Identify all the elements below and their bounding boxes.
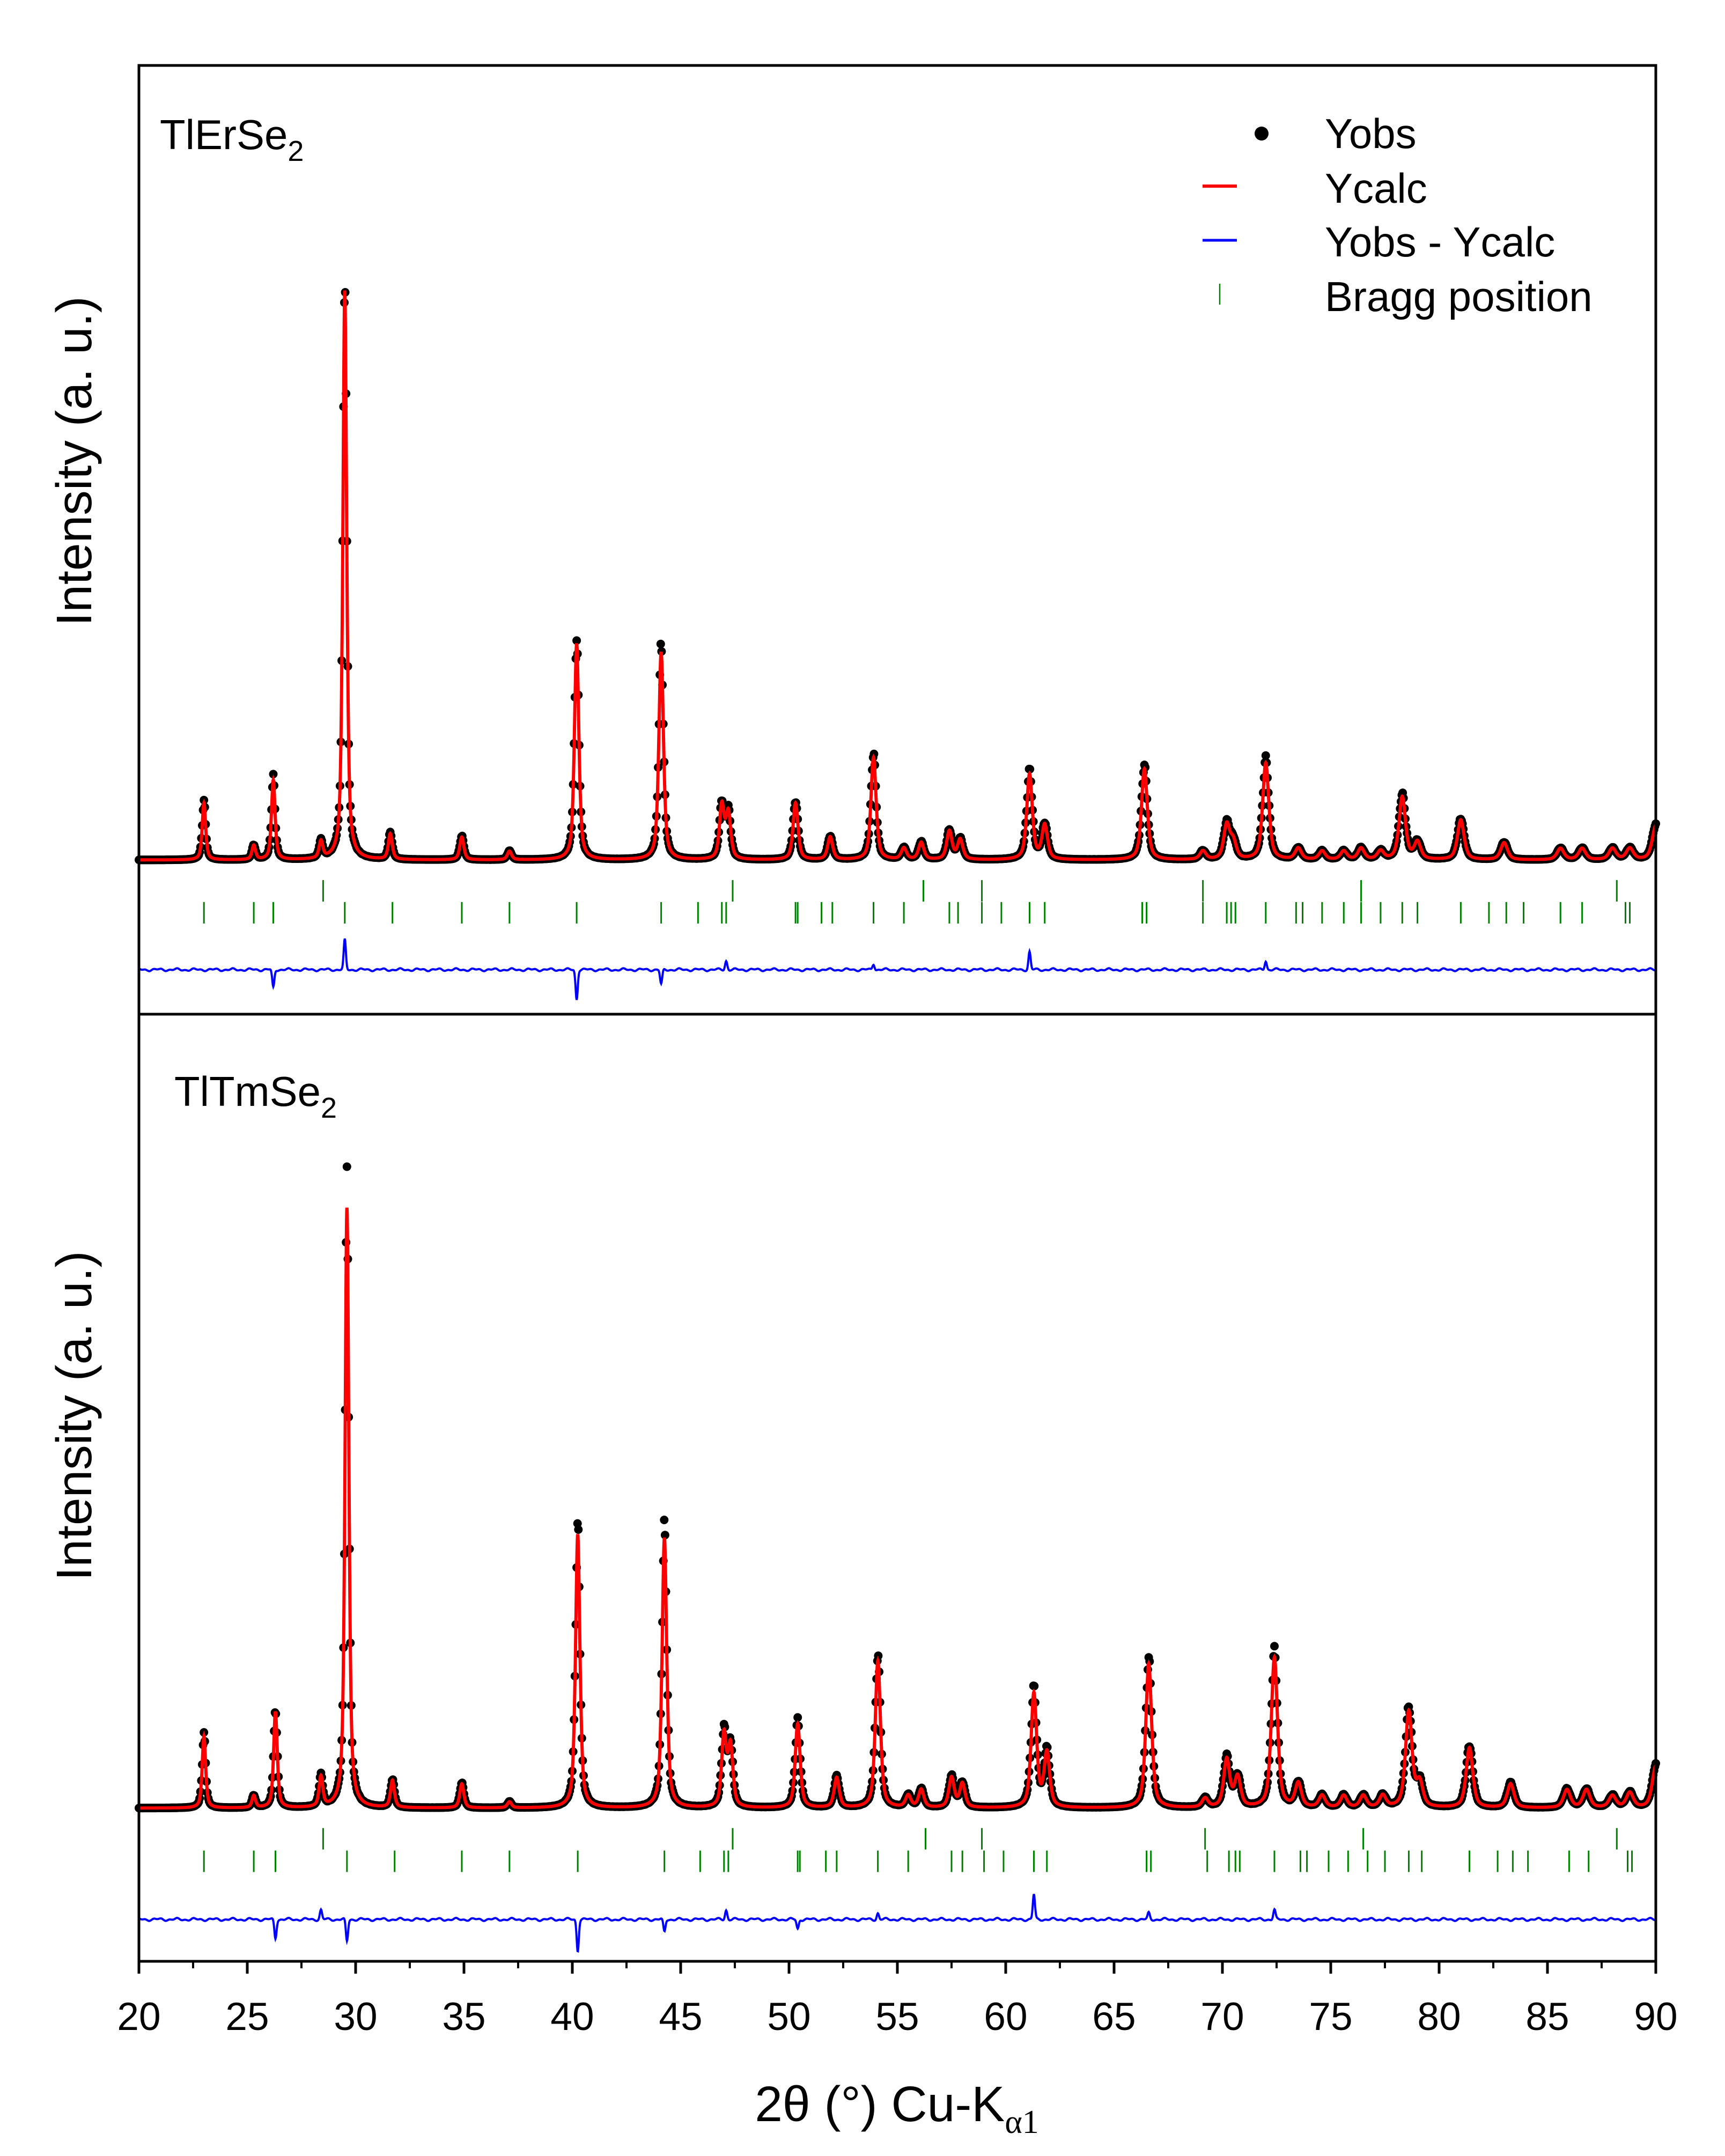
panel-tlerse2 <box>135 288 1660 1000</box>
yobs-point <box>660 1516 669 1524</box>
x-tick-label: 80 <box>1417 1995 1461 2039</box>
yobs-point <box>656 639 665 648</box>
x-tick-label: 85 <box>1525 1995 1569 2039</box>
legend-yobs-marker <box>1255 127 1269 141</box>
x-tick-label: 90 <box>1634 1995 1677 2039</box>
yobs-point <box>1026 765 1035 774</box>
y-axis-label-bottom: Intensity (a. u.) <box>46 1251 102 1581</box>
legend-bragg-label: Bragg position <box>1325 273 1593 320</box>
x-tick-label: 55 <box>875 1995 919 2039</box>
x-tick-label: 30 <box>334 1995 377 2039</box>
x-tick-label: 70 <box>1200 1995 1244 2039</box>
yobs-point <box>269 770 278 779</box>
x-tick-label: 40 <box>550 1995 594 2039</box>
x-tick-label: 35 <box>442 1995 485 2039</box>
legend-yobs-label: Yobs <box>1325 110 1417 157</box>
x-tick-label: 65 <box>1092 1995 1136 2039</box>
x-tick-label: 25 <box>225 1995 269 2039</box>
legend-diff-label: Yobs - Ycalc <box>1325 218 1555 265</box>
yobs-point <box>342 1162 351 1171</box>
yobs-point <box>574 1525 583 1534</box>
x-axis-label: 2θ (°) Cu-Kα1 <box>755 2076 1039 2140</box>
yobs-point <box>1270 1642 1279 1651</box>
x-tick-label: 75 <box>1309 1995 1352 2039</box>
x-tick-label: 20 <box>117 1995 160 2039</box>
legend-ycalc-label: Ycalc <box>1325 165 1427 212</box>
x-tick-label: 50 <box>767 1995 810 2039</box>
x-tick-label: 45 <box>659 1995 702 2039</box>
yobs-point <box>1030 1681 1039 1690</box>
x-tick-label: 60 <box>984 1995 1027 2039</box>
yobs-point <box>869 749 879 758</box>
y-axis-label-top: Intensity (a. u.) <box>46 296 102 626</box>
yobs-point <box>572 636 581 645</box>
yobs-minus-ycalc-line <box>138 938 1656 1000</box>
